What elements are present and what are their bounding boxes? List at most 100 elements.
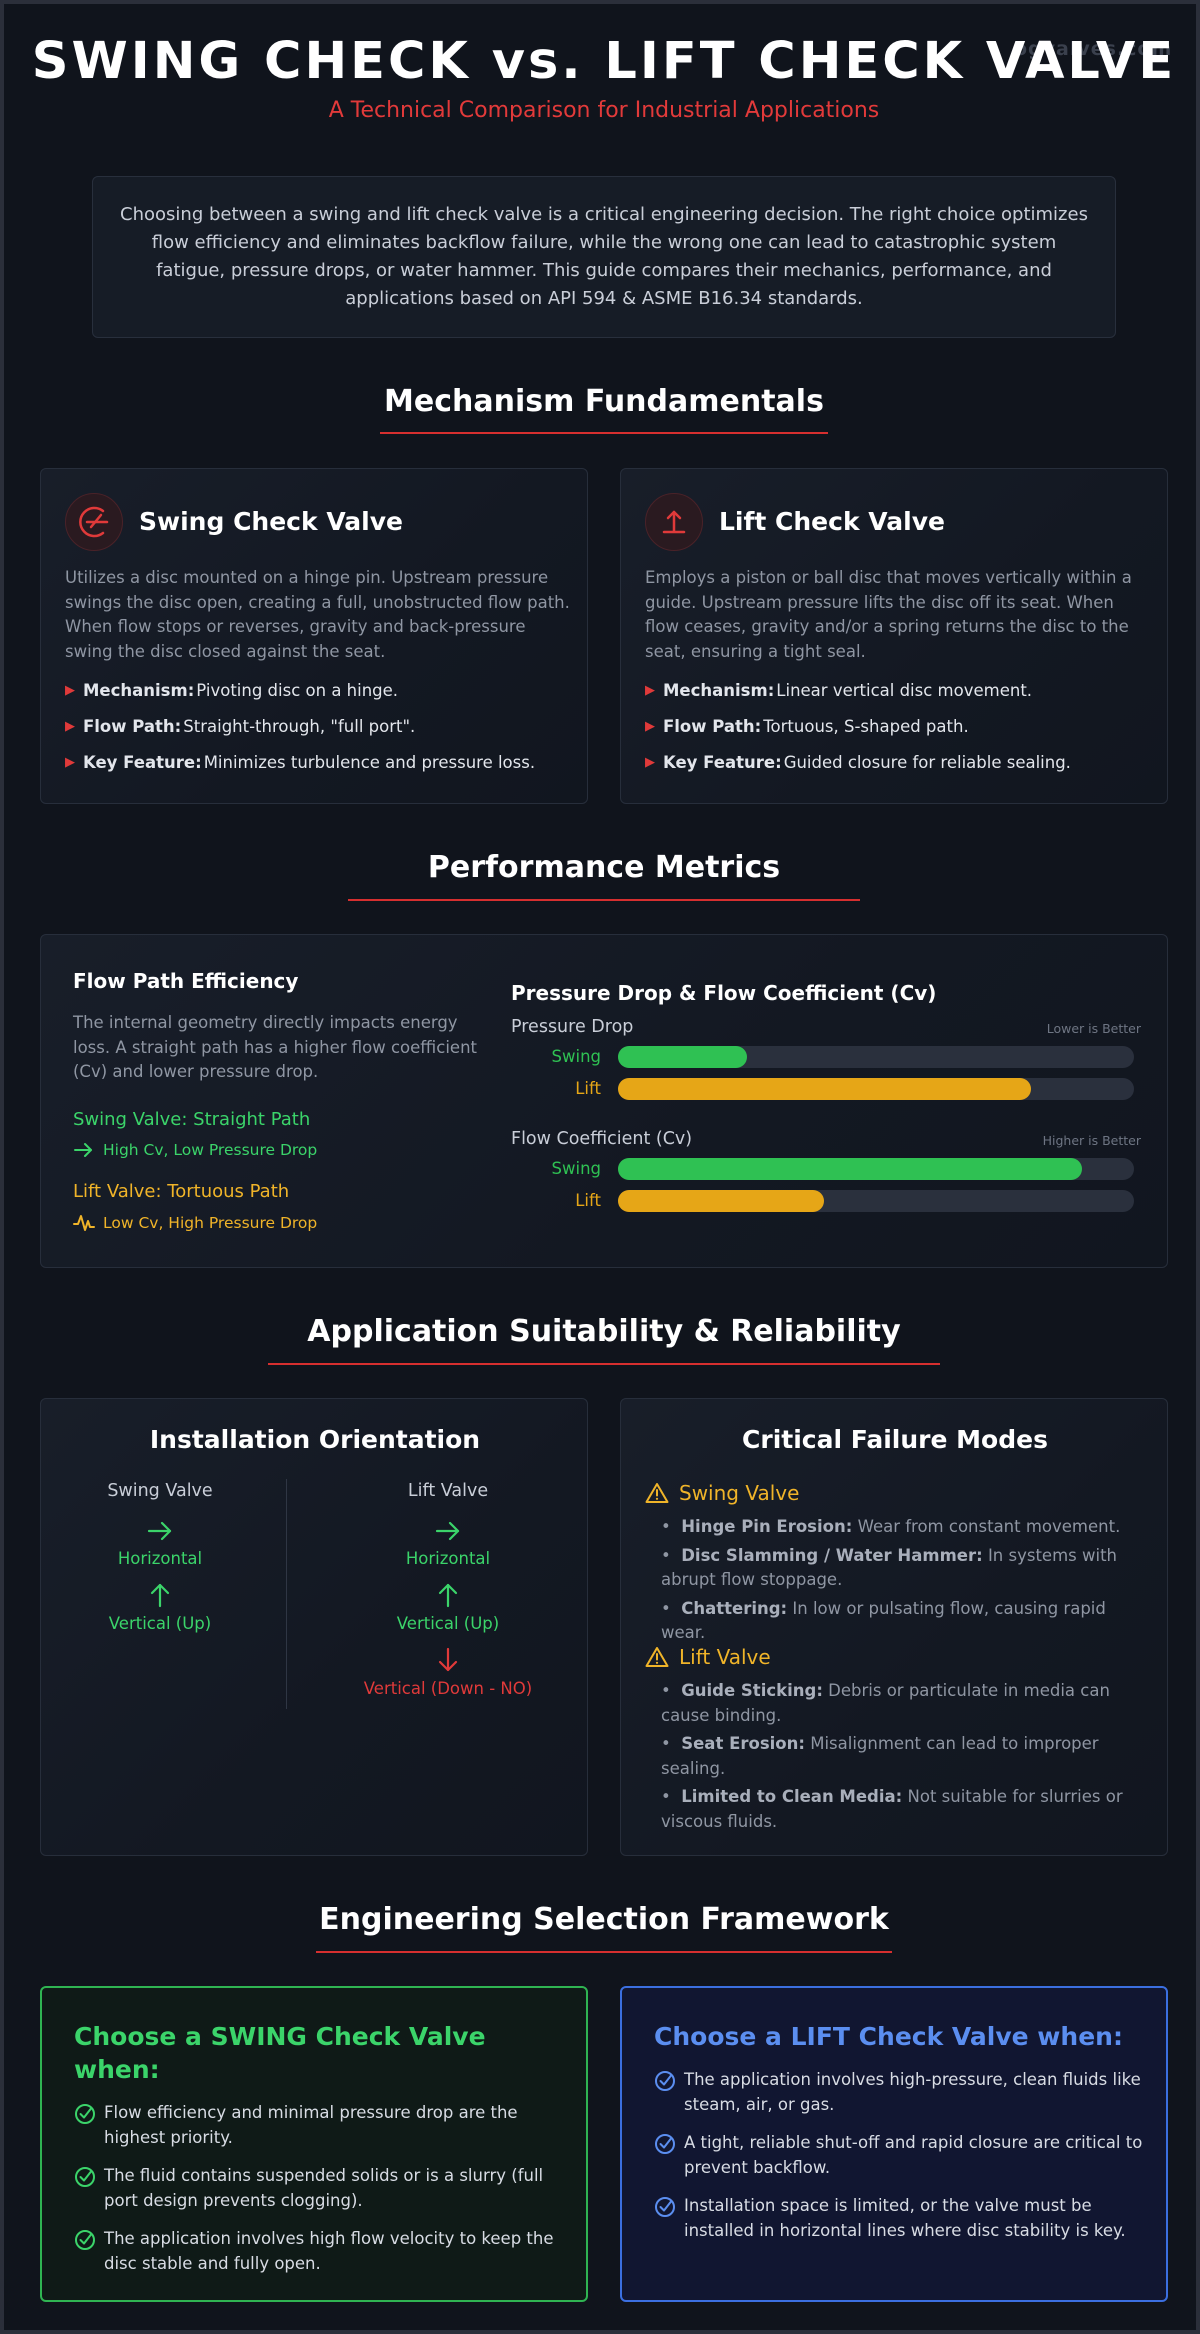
- failure-text: Misalignment can lead to improper sealin…: [661, 1734, 1099, 1778]
- failure-label: Disc Slamming / Water Hammer:: [681, 1545, 983, 1565]
- page-subtitle: A Technical Comparison for Industrial Ap…: [328, 98, 880, 123]
- swing-disc-icon: [65, 493, 123, 551]
- check-circle-icon: [655, 2071, 675, 2091]
- bar-fill: [618, 1078, 1031, 1100]
- criteria-text: Flow efficiency and minimal pressure dro…: [104, 2103, 518, 2147]
- list-item: • Chattering: In low or pulsating flow, …: [661, 1598, 1106, 1643]
- bar-track: [618, 1046, 1134, 1068]
- bar-fill: [618, 1046, 747, 1068]
- list-item: The application involves high-pressure, …: [654, 2068, 1144, 2117]
- criteria-text: A tight, reliable shut-off and rapid clo…: [684, 2133, 1143, 2177]
- bar-group-title: Pressure Drop: [511, 1017, 634, 1037]
- failure-text: In low or pulsating flow, causing rapid …: [661, 1598, 1106, 1643]
- lift-disc-icon: [645, 493, 703, 551]
- list-item: ▶ Mechanism: Linear vertical disc movement…: [645, 681, 1151, 700]
- check-circle-icon: [655, 2134, 675, 2154]
- section-title-framework: Engineering Selection Framework: [319, 1902, 889, 1937]
- page-title: SWING CHECK vs. LIFT CHECK VALVE: [31, 32, 1177, 91]
- lift-failure-header: Lift Valve: [645, 1645, 771, 1669]
- bar-label: Swing: [551, 1047, 601, 1066]
- failure-label: Chattering:: [681, 1598, 788, 1618]
- point-text: Tortuous, S-shaped path.: [763, 717, 969, 736]
- lift-orientation-column: Lift Valve Horizontal Vertical (Up) Vert…: [343, 1481, 553, 1698]
- list-item: The fluid contains suspended solids or i…: [74, 2164, 564, 2213]
- criteria-text: The fluid contains suspended solids or i…: [104, 2166, 544, 2210]
- list-item: • Hinge Pin Erosion: Wear from constant …: [661, 1517, 1121, 1536]
- lift-orientation-header: Lift Valve: [407, 1481, 489, 1501]
- lift-path-label: Lift Valve: Tortuous Path: [73, 1181, 290, 1202]
- bar-track: [618, 1078, 1134, 1100]
- lift-failure-title: Lift Valve: [679, 1645, 771, 1669]
- arrow-up-icon: [438, 1583, 458, 1608]
- check-circle-icon: [75, 2230, 95, 2250]
- flow-efficiency-description: The internal geometry directly impacts e…: [73, 1013, 477, 1081]
- triangle-bullet-icon: ▶: [645, 755, 655, 770]
- triangle-bullet-icon: ▶: [645, 683, 655, 698]
- list-item: Installation space is limited, or the va…: [654, 2194, 1144, 2243]
- check-circle-icon: [75, 2104, 95, 2124]
- list-item: • Disc Slamming / Water Hammer: In syste…: [661, 1545, 1118, 1590]
- criteria-text: Installation space is limited, or the va…: [684, 2196, 1126, 2240]
- swing-failure-title: Swing Valve: [679, 1481, 800, 1505]
- orientation-item: Vertical (Up): [108, 1614, 212, 1633]
- bar-group-note: Lower is Better: [1046, 1021, 1141, 1036]
- arrow-right-icon: [147, 1521, 172, 1541]
- failure-text: Not suitable for slurries or viscous flu…: [661, 1787, 1123, 1831]
- triangle-bullet-icon: ▶: [65, 683, 75, 698]
- list-item: Flow efficiency and minimal pressure dro…: [74, 2101, 564, 2150]
- swing-path-label: Swing Valve: Straight Path: [73, 1109, 311, 1130]
- choose-lift-card: Choose a LIFT Check Valve when: The appl…: [620, 1986, 1168, 2302]
- list-item: • Limited to Clean Media: Not suitable f…: [661, 1787, 1123, 1831]
- list-item: ▶ Key Feature: Minimizes turbulence and pr…: [65, 753, 571, 772]
- arrow-up-icon: [150, 1583, 170, 1608]
- arrow-right-icon: [435, 1521, 460, 1541]
- list-item: • Seat Erosion: Misalignment can lead to…: [661, 1734, 1099, 1778]
- lift-mechanism-card: Lift Check Valve Employs a piston or bal…: [620, 468, 1168, 804]
- point-label: Flow Path:: [663, 717, 762, 736]
- list-item: ▶ Flow Path: Tortuous, S-shaped path.: [645, 717, 1151, 736]
- swing-mechanism-points: ▶ Mechanism: Pivoting disc on a hinge. ▶ Fl…: [65, 681, 571, 789]
- swing-failure-list: • Hinge Pin Erosion: Wear from constant …: [661, 1515, 1151, 1650]
- flow-efficiency-title: Flow Path Efficiency: [73, 969, 299, 993]
- point-label: Key Feature:: [663, 753, 782, 772]
- triangle-bullet-icon: ▶: [65, 755, 75, 770]
- list-item: ▶ Flow Path: Straight-through, "full port"…: [65, 717, 571, 736]
- orientation-item: Vertical (Down - NO): [363, 1679, 533, 1698]
- choose-swing-list: Flow efficiency and minimal pressure dro…: [74, 2101, 564, 2290]
- bar-track: [618, 1158, 1134, 1180]
- choose-lift-title: Choose a LIFT Check Valve when:: [654, 2022, 1123, 2051]
- failure-text: In systems with abrupt flow stoppage.: [661, 1545, 1118, 1590]
- failure-text: Wear from constant movement.: [857, 1517, 1121, 1536]
- column-divider: [286, 1479, 287, 1709]
- watermark: ogvalves.com: [1014, 38, 1173, 60]
- failure-label: Guide Sticking:: [681, 1681, 823, 1700]
- check-circle-icon: [655, 2197, 675, 2217]
- bar-label: Lift: [575, 1079, 601, 1098]
- bar-fill: [618, 1158, 1083, 1180]
- bar-fill: [618, 1190, 825, 1212]
- failure-label: Limited to Clean Media:: [681, 1787, 903, 1806]
- swing-path-note-row: High Cv, Low Pressure Drop: [73, 1141, 317, 1159]
- choose-swing-card: Choose a SWING Check Valve when: Flow ef…: [40, 1986, 588, 2302]
- triangle-bullet-icon: ▶: [65, 719, 75, 734]
- lift-failure-list: • Guide Sticking: Debris or particulate …: [661, 1679, 1151, 1838]
- failure-modes-card: Critical Failure Modes Swing Valve • Hin…: [620, 1398, 1168, 1856]
- point-label: Flow Path:: [83, 717, 182, 736]
- performance-card: Flow Path Efficiency The internal geomet…: [40, 934, 1168, 1268]
- orientation-card: Installation Orientation Swing Valve Hor…: [40, 1398, 588, 1856]
- criteria-text: The application involves high-pressure, …: [684, 2070, 1141, 2114]
- bar-group-note: Higher is Better: [1042, 1133, 1141, 1148]
- lift-path-note-row: Low Cv, High Pressure Drop: [73, 1213, 317, 1233]
- orientation-item: Horizontal: [405, 1549, 491, 1568]
- section-rule: [348, 899, 860, 901]
- swing-mechanism-title: Swing Check Valve: [139, 507, 403, 536]
- bar-track: [618, 1190, 1134, 1212]
- failure-modes-title: Critical Failure Modes: [742, 1425, 1048, 1454]
- zigzag-path-icon: [73, 1215, 95, 1231]
- lift-path-note: Low Cv, High Pressure Drop: [103, 1214, 318, 1232]
- bar-label: Swing: [551, 1159, 601, 1178]
- arrow-right-icon: [74, 1143, 92, 1157]
- section-rule: [268, 1363, 940, 1365]
- choose-swing-title: Choose a SWING Check Valve when:: [74, 2022, 486, 2084]
- list-item: The application involves high flow veloc…: [74, 2227, 564, 2276]
